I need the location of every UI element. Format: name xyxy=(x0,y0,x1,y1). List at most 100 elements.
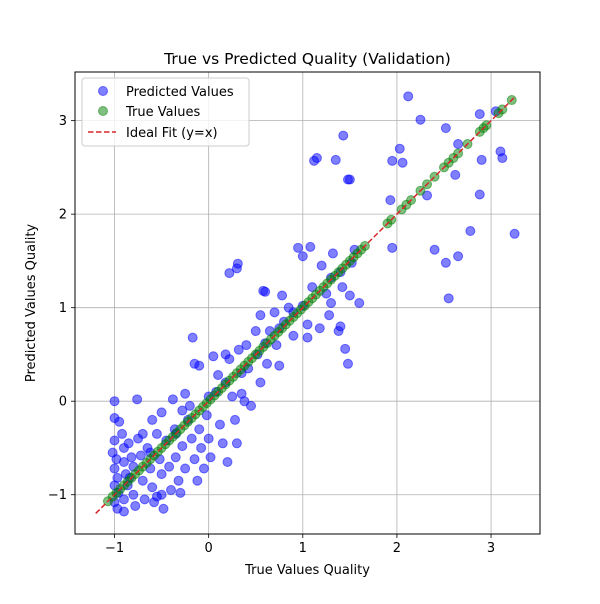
predicted-point xyxy=(224,268,235,279)
predicted-point xyxy=(217,438,228,449)
y-tick-label: −1 xyxy=(48,488,67,503)
predicted-point xyxy=(186,433,197,444)
x-axis-label: True Values Quality xyxy=(244,563,370,578)
legend-label-predicted: Predicted Values xyxy=(126,85,234,100)
legend-frame xyxy=(81,77,250,147)
predicted-point xyxy=(327,248,338,259)
predicted-point xyxy=(173,475,184,486)
legend-marker-true xyxy=(98,106,108,116)
predicted-point xyxy=(166,485,177,496)
predicted-point xyxy=(324,310,335,321)
predicted-point xyxy=(187,332,198,343)
y-tick-label: 3 xyxy=(59,114,67,129)
predicted-point xyxy=(194,424,205,435)
predicted-point xyxy=(231,438,242,449)
predicted-point xyxy=(340,343,351,354)
x-tick-label: 2 xyxy=(393,541,401,556)
predicted-point xyxy=(450,169,461,180)
predicted-point xyxy=(344,174,355,185)
predicted-point xyxy=(230,414,241,425)
predicted-point xyxy=(184,400,195,411)
predicted-point xyxy=(387,155,398,166)
legend-label-ideal-fit: Ideal Fit (y=x) xyxy=(126,126,218,141)
predicted-point xyxy=(297,251,308,262)
legend-marker-predicted xyxy=(98,86,108,96)
predicted-point xyxy=(394,143,405,154)
predicted-point xyxy=(214,419,225,430)
y-tick-label: 0 xyxy=(59,395,67,410)
predicted-point xyxy=(255,310,266,321)
predicted-point xyxy=(139,494,150,505)
predicted-point xyxy=(233,344,244,355)
predicted-point xyxy=(387,242,398,253)
predicted-point xyxy=(158,503,169,514)
predicted-point xyxy=(453,139,464,150)
predicted-point xyxy=(147,482,158,493)
x-tick-label: 3 xyxy=(487,541,495,556)
predicted-point xyxy=(130,500,141,511)
predicted-point xyxy=(262,358,273,369)
predicted-point xyxy=(126,452,137,463)
predicted-point xyxy=(177,405,188,416)
predicted-point xyxy=(117,428,128,439)
predicted-point xyxy=(123,438,134,449)
predicted-point xyxy=(135,450,146,461)
predicted-point xyxy=(198,463,209,474)
predicted-point xyxy=(385,195,396,206)
predicted-point xyxy=(250,326,261,337)
predicted-point xyxy=(189,454,200,465)
predicted-point xyxy=(241,340,252,351)
predicted-point xyxy=(118,456,129,467)
predicted-point xyxy=(220,349,231,360)
predicted-point xyxy=(302,319,313,330)
predicted-point xyxy=(175,487,186,498)
predicted-point xyxy=(465,225,476,236)
predicted-point xyxy=(453,251,464,262)
predicted-point xyxy=(474,189,485,200)
legend: Predicted Values True Values Ideal Fit (… xyxy=(81,77,250,147)
predicted-point xyxy=(118,506,129,517)
predicted-point xyxy=(330,154,341,165)
predicted-point xyxy=(194,360,205,371)
predicted-point xyxy=(415,114,426,125)
predicted-point xyxy=(497,153,508,164)
predicted-point xyxy=(205,452,216,463)
x-tick-label: 0 xyxy=(205,541,213,556)
y-tick-label: 2 xyxy=(59,208,67,223)
predicted-point xyxy=(180,463,191,474)
predicted-point xyxy=(260,286,271,297)
predicted-point xyxy=(128,489,139,500)
predicted-point xyxy=(440,257,451,268)
y-axis-label: Predicted Values Quality xyxy=(24,224,39,383)
predicted-point xyxy=(109,435,120,446)
chart-title: True vs Predicted Quality (Validation) xyxy=(163,50,451,68)
predicted-point xyxy=(305,241,316,252)
predicted-point xyxy=(177,441,188,452)
predicted-point xyxy=(132,394,143,405)
predicted-point xyxy=(288,330,299,341)
predicted-point xyxy=(403,91,414,102)
x-tick-label: −1 xyxy=(105,541,124,556)
predicted-point xyxy=(342,358,353,369)
y-tick-label: 1 xyxy=(59,301,67,316)
predicted-point xyxy=(316,260,327,271)
predicted-point xyxy=(337,282,348,293)
predicted-point xyxy=(137,475,148,486)
predicted-point xyxy=(277,290,288,301)
predicted-point xyxy=(147,414,158,425)
predicted-point xyxy=(326,298,337,308)
predicted-point xyxy=(227,391,238,402)
predicted-point xyxy=(167,394,178,405)
predicted-point xyxy=(509,228,520,239)
predicted-point xyxy=(170,452,181,463)
predicted-point xyxy=(156,469,167,480)
predicted-point xyxy=(397,157,408,168)
predicted-point xyxy=(255,377,266,388)
predicted-point xyxy=(269,307,280,318)
predicted-point xyxy=(344,290,355,301)
legend-label-true: True Values xyxy=(125,105,200,120)
predicted-point xyxy=(302,332,313,343)
predicted-point xyxy=(192,475,203,486)
